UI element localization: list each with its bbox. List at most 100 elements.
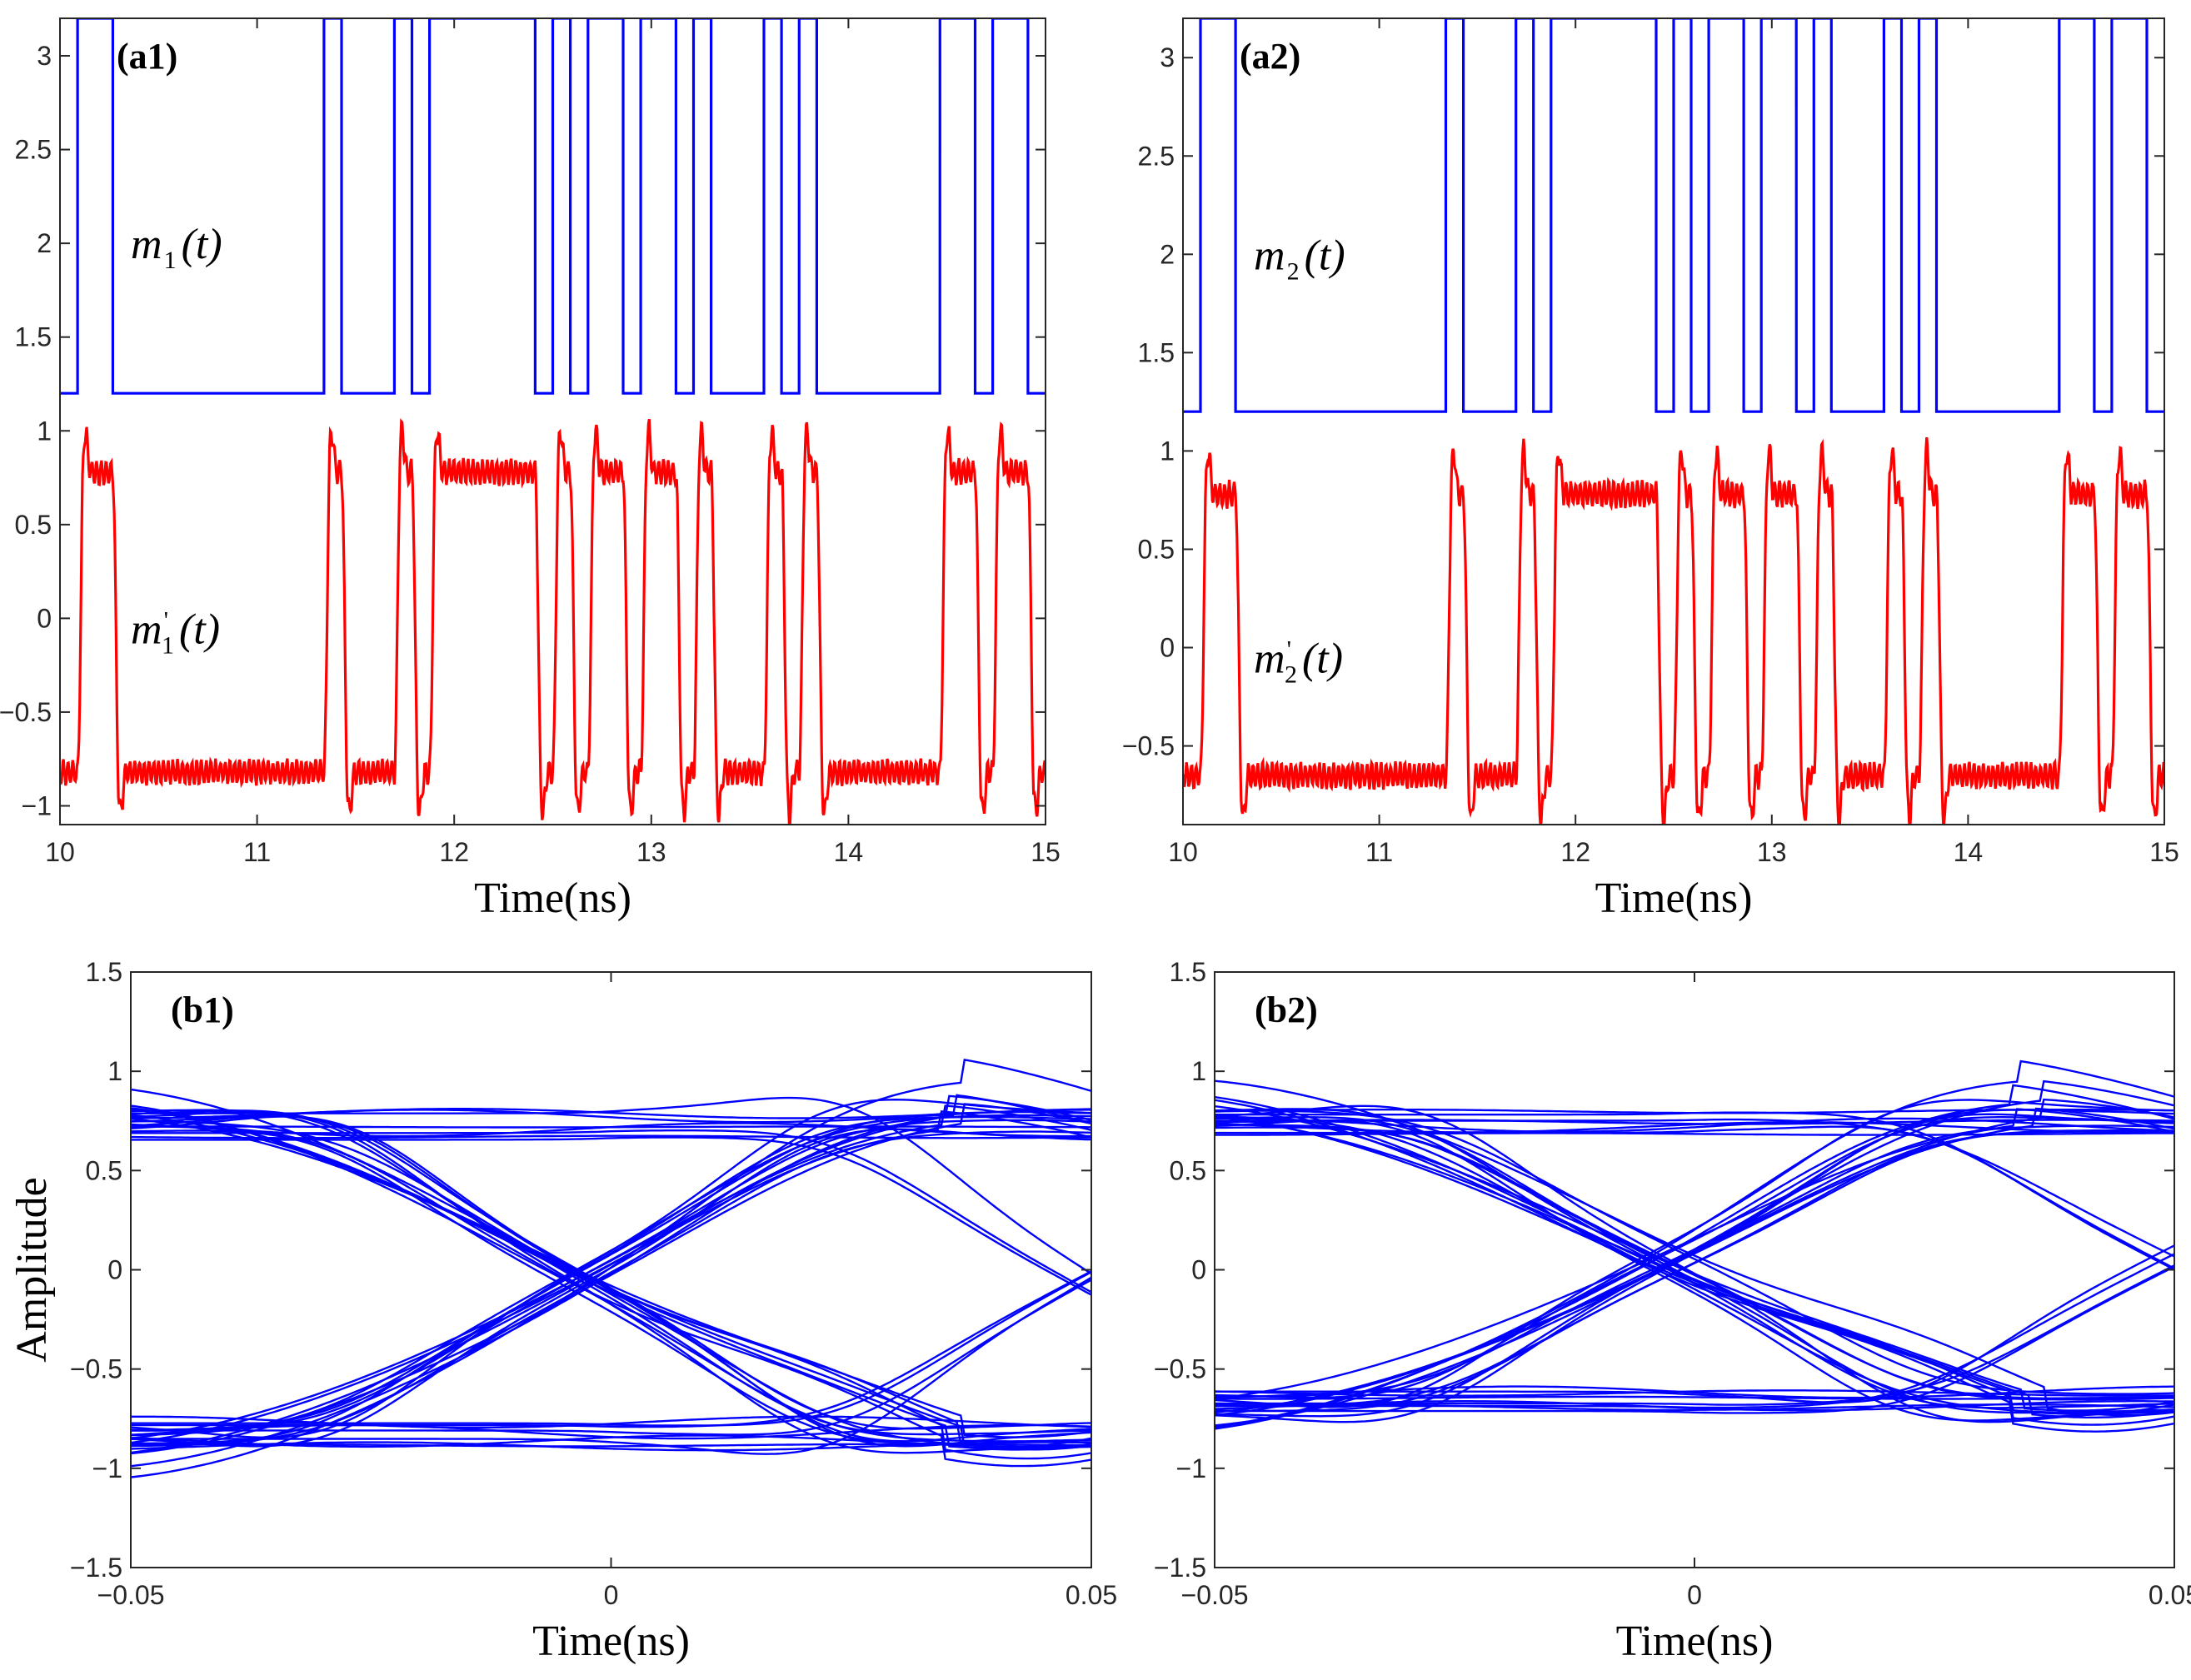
x-axis-label: Time(ns) xyxy=(532,1618,690,1665)
eye-transition xyxy=(131,1114,1091,1443)
y-tick-label: −1.5 xyxy=(70,1553,122,1583)
x-tick-label: 0 xyxy=(1687,1580,1702,1610)
panel-a1: 10 11 12 13 14 15 −1 −0.5 0 0.5 1 1.5 2 2.5 3 Time(ns) (… xyxy=(0,17,1061,922)
eye-transition xyxy=(131,1109,1091,1430)
eye-transition xyxy=(1215,1116,2174,1414)
x-tick-label: 0.05 xyxy=(2149,1580,2191,1610)
panel-label: (b1) xyxy=(171,990,234,1030)
eye-transition xyxy=(131,1120,1091,1449)
eye-trace xyxy=(131,1108,1091,1451)
signal-label: m1 (t) xyxy=(131,221,222,274)
x-tick-label: 12 xyxy=(439,837,469,867)
eye-trace xyxy=(1215,1095,2174,1426)
x-tick-label: −0.05 xyxy=(97,1580,165,1610)
y-axis-label: Amplitude xyxy=(8,1177,56,1362)
y-tick-label: −1 xyxy=(1176,1453,1206,1483)
y-tick-label: −1 xyxy=(92,1453,122,1483)
eye-transition xyxy=(1215,1118,2174,1258)
panel-label: (a1) xyxy=(117,36,177,77)
eye-transition xyxy=(1215,1253,2174,1409)
plot-area-a1 xyxy=(60,18,1046,825)
panel-b2: −0.05 0 0.05 −1.5 −1 −0.5 0 0.5 1 1.5 Time(ns) (b2) xyxy=(1154,957,2191,1665)
eye-trace xyxy=(131,1134,1091,1139)
y-tick-label: −0.5 xyxy=(0,697,52,727)
plot-area-b1 xyxy=(131,1059,1091,1478)
eye-trace xyxy=(131,1110,1091,1444)
eye-trace xyxy=(1215,1079,2174,1417)
x-tick-label: 13 xyxy=(1757,837,1787,867)
y-tick-label: −1.5 xyxy=(1154,1553,1206,1583)
eye-trace xyxy=(1215,1132,2174,1136)
x-tick-label: 11 xyxy=(243,837,271,867)
panel-label: (b2) xyxy=(1255,990,1318,1030)
series-m2(t) xyxy=(1183,18,2164,413)
x-tick-label: 13 xyxy=(636,837,666,867)
panel-b1: −0.05 0 0.05 −1.5 −1 −0.5 0 0.5 1 1.5 Time(ns) Ampl… xyxy=(8,957,1117,1665)
panel-label: (a2) xyxy=(1240,36,1300,77)
eye-transition xyxy=(131,1129,1091,1294)
y-tick-label: 2 xyxy=(1160,239,1175,269)
eye-trace xyxy=(1215,1115,2174,1418)
eye-transition xyxy=(131,1128,1091,1448)
eye-transition xyxy=(1215,1124,2174,1400)
y-tick-label: 2.5 xyxy=(1138,141,1175,171)
eye-trace xyxy=(1215,1098,2174,1413)
signal-label: m2 (t) xyxy=(1254,232,1345,285)
y-tick-label: 1 xyxy=(1191,1056,1206,1086)
y-tick-label: 0 xyxy=(107,1255,122,1285)
plot-area-b2 xyxy=(1215,1059,2174,1433)
x-tick-label: 10 xyxy=(1168,837,1198,867)
y-tick-label: 1.5 xyxy=(1170,957,1206,987)
x-tick-label: 0 xyxy=(604,1580,619,1610)
eye-transition xyxy=(1215,1104,2174,1423)
y-tick-label: 1 xyxy=(1160,436,1175,466)
eye-transition xyxy=(1215,1113,2174,1423)
eye-transition xyxy=(1215,1124,2174,1398)
eye-transition xyxy=(131,1110,1091,1431)
x-tick-label: 14 xyxy=(1954,837,1984,867)
y-tick-label: 2.5 xyxy=(15,135,52,165)
y-tick-label: 1 xyxy=(107,1056,122,1086)
y-tick-label: 0 xyxy=(1191,1255,1206,1285)
signal-label: m' 2 (t) xyxy=(1254,636,1343,689)
eye-transition xyxy=(131,1276,1091,1455)
axes-box xyxy=(59,17,1046,825)
x-tick-label: 14 xyxy=(834,837,864,867)
series-m1(t) xyxy=(60,18,1046,395)
eye-transition xyxy=(131,1125,1091,1443)
x-tick-label: 0.05 xyxy=(1066,1580,1117,1610)
y-tick-label: 3 xyxy=(37,41,52,71)
eye-transition xyxy=(131,1111,1091,1454)
y-tick-label: 1.5 xyxy=(86,957,122,987)
eye-transition xyxy=(1215,1125,2174,1271)
x-axis-label: Time(ns) xyxy=(1616,1618,1774,1665)
eye-transition xyxy=(131,1129,1091,1445)
eye-trace xyxy=(1215,1117,2174,1133)
axes-box xyxy=(130,971,1092,1568)
x-axis-label: Time(ns) xyxy=(474,875,631,922)
eye-transition xyxy=(1215,1108,2174,1409)
eye-trace xyxy=(131,1103,1091,1455)
signal-label: m' 1 (t) xyxy=(131,606,220,659)
y-tick-label: −1 xyxy=(22,790,52,820)
y-tick-label: 0.5 xyxy=(1138,534,1175,564)
eye-transition xyxy=(131,1279,1091,1436)
x-tick-label: 12 xyxy=(1560,837,1590,867)
eye-transition xyxy=(1215,1130,2174,1412)
y-tick-label: −0.5 xyxy=(1154,1354,1206,1384)
y-tick-label: 0.5 xyxy=(1170,1155,1206,1185)
eye-trace xyxy=(131,1107,1091,1449)
x-axis-label: Time(ns) xyxy=(1595,875,1753,922)
x-tick-label: 10 xyxy=(45,837,75,867)
y-tick-label: 0 xyxy=(1160,633,1175,663)
plot-area-a2 xyxy=(1183,18,2164,825)
y-tick-label: 1 xyxy=(37,416,52,446)
series-m1'(t) xyxy=(60,418,1046,825)
y-tick-label: 3 xyxy=(1160,42,1175,72)
eye-trace xyxy=(131,1114,1091,1451)
x-tick-label: −0.05 xyxy=(1181,1580,1249,1610)
eye-transition xyxy=(131,1119,1091,1432)
axes-box xyxy=(1214,971,2175,1568)
eye-transition xyxy=(131,1115,1091,1444)
